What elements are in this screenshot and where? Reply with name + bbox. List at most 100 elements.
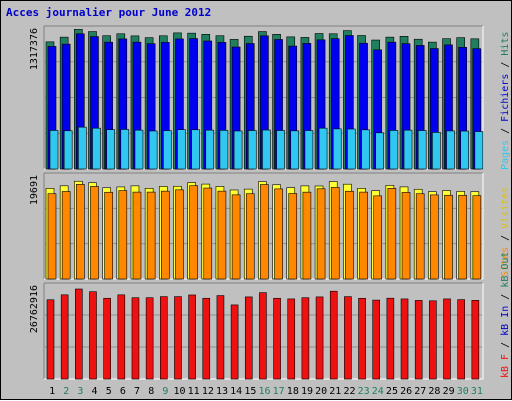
bar-sites-day-2 — [61, 191, 71, 280]
side-legend-entry: Hits — [500, 32, 511, 56]
bar-pages-day-10 — [177, 129, 186, 170]
side-legend-entry: kB In — [500, 306, 511, 336]
bar-pages-day-31 — [474, 131, 484, 170]
bar-pages-day-6 — [120, 129, 130, 170]
bar-pages-day-22 — [347, 128, 356, 170]
bar-kb-f-day-27 — [414, 300, 423, 380]
x-tick-label-20: 20 — [315, 386, 327, 397]
side-legend-labels: Pages / Fichiers / Hits Sites / Visites kB… — [500, 32, 511, 379]
chart-title: Acces journalier pour June 2012 — [6, 6, 211, 19]
bar-sites-day-17 — [274, 188, 283, 280]
bar-kb-f-day-19 — [301, 297, 310, 380]
x-tick-label-7: 7 — [134, 386, 140, 397]
x-tick-label-6: 6 — [120, 386, 126, 397]
side-legend-entry: / — [500, 288, 511, 306]
x-tick-label-25: 25 — [386, 386, 398, 397]
top-side-legend: Pages / Fichiers / Hits — [500, 32, 511, 171]
bar-kb-f-day-15 — [244, 296, 253, 380]
x-tick-label-2: 2 — [63, 386, 69, 397]
bar-kb-f-day-8 — [145, 297, 154, 380]
x-tick-label-21: 21 — [329, 386, 341, 397]
bar-kb-f-day-25 — [386, 297, 395, 380]
x-tick-label-30: 30 — [457, 386, 469, 397]
bar-pages-day-20 — [318, 127, 328, 170]
bottom-panel-ymax-label: 26762916 — [29, 285, 40, 333]
bar-pages-day-4 — [92, 127, 101, 170]
bar-sites-day-21 — [330, 187, 340, 280]
x-tick-label-5: 5 — [106, 386, 112, 397]
x-axis-labels: 1 2 3 4 5 6 7 8 9 10 11 12 13 14 15 16 17 18 19 20 21 22 23 24 2… — [49, 386, 483, 397]
bar-kb-f-day-5 — [103, 297, 111, 380]
bar-pages-day-11 — [191, 129, 200, 170]
x-tick-label-14: 14 — [230, 386, 242, 397]
bar-pages-day-9 — [162, 130, 172, 170]
side-legend-entry: / — [500, 56, 511, 74]
bar-kb-f-day-3 — [75, 288, 83, 380]
bar-kb-f-day-14 — [230, 304, 239, 380]
bar-sites-day-10 — [175, 189, 184, 280]
bar-sites-day-22 — [345, 190, 354, 280]
bar-sites-day-14 — [231, 194, 241, 280]
bar-kb-f-day-2 — [60, 294, 69, 380]
x-tick-label-28: 28 — [428, 386, 440, 397]
bar-kb-f-day-22 — [344, 296, 352, 380]
bar-sites-day-31 — [472, 195, 482, 280]
side-legend-entry: Sites — [500, 247, 511, 277]
bar-kb-f-day-13 — [216, 295, 225, 380]
bar-sites-day-8 — [146, 191, 156, 280]
bar-pages-day-16 — [262, 129, 271, 170]
x-tick-label-11: 11 — [188, 386, 200, 397]
bar-kb-f-day-17 — [273, 297, 281, 380]
x-tick-label-17: 17 — [273, 386, 285, 397]
bar-sites-day-7 — [132, 191, 142, 280]
bar-kb-f-day-31 — [471, 300, 480, 380]
bar-pages-day-30 — [460, 130, 469, 170]
bar-kb-f-day-6 — [117, 294, 126, 380]
x-tick-label-10: 10 — [174, 386, 186, 397]
middle-panel-ymax-label: 19691 — [29, 175, 40, 205]
x-tick-label-31: 31 — [471, 386, 483, 397]
side-legend-entry: Visites — [500, 187, 511, 229]
x-tick-label-4: 4 — [92, 386, 98, 397]
side-legend-entry: / — [500, 229, 511, 247]
bar-kb-f-day-24 — [372, 299, 381, 380]
bar-sites-day-5 — [104, 191, 113, 280]
side-legend-entry: / — [500, 122, 511, 140]
bar-kb-f-day-29 — [443, 298, 451, 380]
x-tick-label-16: 16 — [258, 386, 270, 397]
bar-kb-f-day-30 — [457, 299, 465, 380]
bottom-side-legend: kB F / kB In / kB Out — [500, 252, 511, 378]
side-legend-entry: kB F — [500, 354, 511, 378]
bar-kb-f-day-11 — [188, 294, 196, 380]
bar-sites-day-25 — [387, 188, 397, 280]
x-tick-label-24: 24 — [372, 386, 384, 397]
bar-kb-f-day-10 — [174, 296, 182, 380]
bar-pages-day-1 — [49, 130, 59, 170]
bar-pages-day-8 — [148, 130, 158, 170]
bar-kb-f-day-7 — [131, 297, 140, 380]
bar-pages-day-26 — [403, 129, 413, 170]
bar-pages-day-21 — [332, 128, 342, 170]
bar-pages-day-28 — [432, 132, 441, 170]
bar-sites-day-6 — [118, 190, 128, 280]
bar-pages-day-12 — [205, 129, 215, 170]
x-tick-label-29: 29 — [443, 386, 455, 397]
x-tick-label-9: 9 — [162, 386, 168, 397]
chart-panels — [43, 25, 484, 380]
bar-sites-day-12 — [203, 187, 213, 280]
bar-sites-day-13 — [217, 190, 227, 280]
bar-sites-day-1 — [47, 193, 57, 280]
top-panel-ymax-label: 1317376 — [29, 28, 40, 70]
bar-sites-day-19 — [302, 191, 312, 280]
bar-kb-f-day-20 — [315, 296, 324, 380]
bar-pages-day-27 — [417, 130, 427, 170]
side-legend-entry: / — [500, 336, 511, 354]
bar-sites-day-26 — [401, 192, 411, 280]
bar-pages-day-18 — [290, 130, 300, 170]
bar-kb-f-day-9 — [159, 296, 168, 380]
bar-sites-day-4 — [90, 186, 99, 280]
x-tick-label-12: 12 — [202, 386, 214, 397]
bottom-panel — [43, 282, 484, 380]
x-tick-label-26: 26 — [400, 386, 412, 397]
bar-sites-day-18 — [288, 193, 298, 280]
